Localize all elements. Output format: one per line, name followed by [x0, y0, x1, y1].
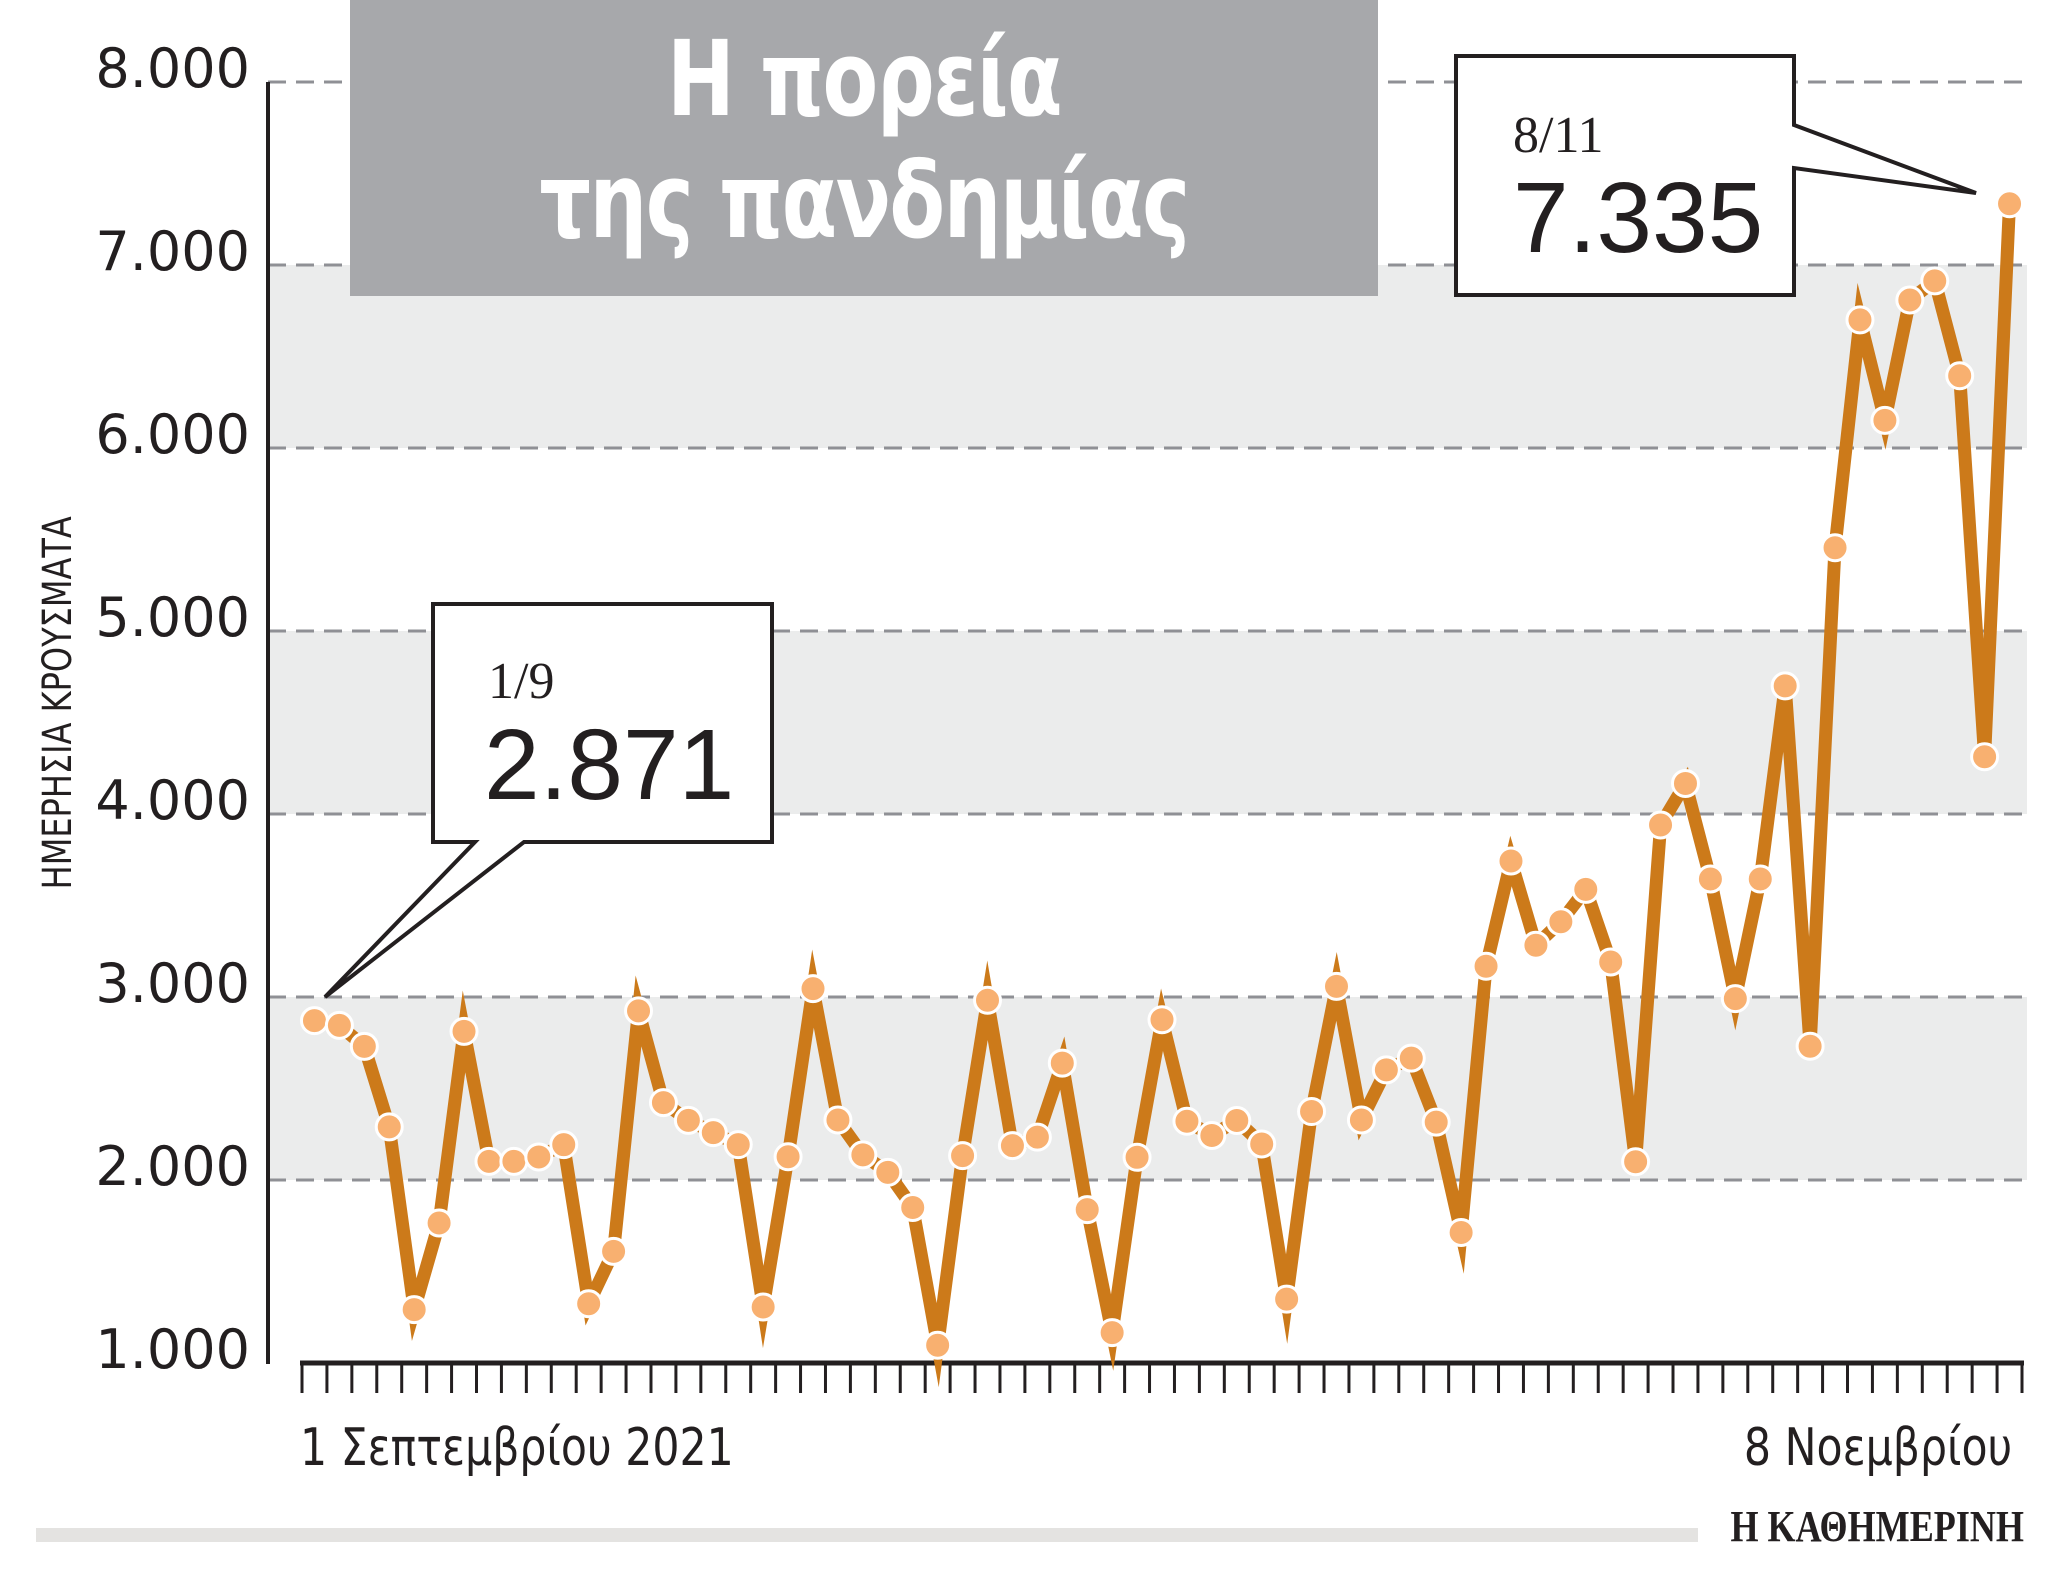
chart-title: Η πορεία της πανδημίας [350, 0, 1378, 296]
callout-2-value: 7.335 [1513, 162, 1764, 274]
data-point [773, 1142, 803, 1172]
callout-1-box [323, 602, 774, 999]
y-tick-label: 5.000 [95, 586, 250, 649]
data-point [1621, 1147, 1651, 1177]
data-point [1870, 405, 1900, 435]
y-tick-label: 4.000 [95, 769, 250, 832]
data-point [499, 1146, 529, 1176]
data-point [798, 974, 828, 1004]
x-axis-end-label: 8 Νοεμβρίου [1685, 1418, 2012, 1478]
y-tick-label: 7.000 [95, 220, 250, 283]
data-point [1471, 951, 1501, 981]
data-point [1546, 907, 1576, 937]
data-point [748, 1292, 778, 1322]
y-tick-label: 2.000 [95, 1135, 250, 1198]
data-point [1820, 533, 1850, 563]
data-point [673, 1105, 703, 1135]
brand-text: Η ΚΑΘΗΜΕΡΙΝΗ [1730, 1502, 2024, 1551]
data-point [648, 1088, 678, 1118]
data-point [1072, 1195, 1102, 1225]
data-point [1596, 947, 1626, 977]
brand-logo: Η ΚΑΘΗΜΕΡΙΝΗ [1666, 1505, 2024, 1549]
data-point [324, 1010, 354, 1040]
data-point [624, 996, 654, 1026]
data-point [524, 1142, 554, 1172]
data-point [549, 1130, 579, 1160]
callout-2-box [1454, 54, 1977, 297]
data-point [449, 1016, 479, 1046]
data-point [873, 1157, 903, 1187]
data-point [1346, 1105, 1376, 1135]
data-point [424, 1208, 454, 1238]
data-point [1895, 285, 1925, 315]
data-point [1321, 971, 1351, 1001]
data-point [1247, 1129, 1277, 1159]
data-point [1197, 1121, 1227, 1151]
data-point [1670, 768, 1700, 798]
data-point [349, 1031, 379, 1061]
data-point [299, 1006, 329, 1036]
data-point [723, 1130, 753, 1160]
data-point [599, 1236, 629, 1266]
chart-title-line2: της πανδημίας [539, 140, 1190, 262]
data-point [823, 1105, 853, 1135]
data-point [374, 1112, 404, 1142]
data-point [1995, 189, 2025, 219]
data-point [1097, 1318, 1127, 1348]
data-point [1446, 1218, 1476, 1248]
data-point [1022, 1122, 1052, 1152]
data-point [1222, 1106, 1252, 1136]
data-point [898, 1192, 928, 1222]
callout-2-date: 8/11 [1513, 107, 1604, 164]
y-tick-label: 8.000 [95, 37, 250, 100]
data-point [1147, 1005, 1177, 1035]
x-axis-end-text: 8 Νοεμβρίου [1743, 1418, 2012, 1478]
data-point [923, 1330, 953, 1360]
data-point [1047, 1048, 1077, 1078]
data-point [1970, 742, 2000, 772]
data-point [399, 1295, 429, 1325]
data-point [474, 1146, 504, 1176]
data-point [1745, 864, 1775, 894]
data-point [1496, 846, 1526, 876]
y-axis-title: ΗΜΕΡΗΣΙΑ ΚΡΟΥΣΜΑΤΑ [35, 443, 81, 963]
y-tick-label: 6.000 [95, 403, 250, 466]
x-axis [300, 1360, 2024, 1393]
x-axis-start-text: 1 Σεπτεμβρίου 2021 [300, 1418, 734, 1478]
data-point [1695, 864, 1725, 894]
data-point [1521, 930, 1551, 960]
callout-1-value: 2.871 [484, 709, 735, 821]
data-point [1770, 671, 1800, 701]
data-point [1795, 1031, 1825, 1061]
data-point [973, 985, 1003, 1015]
data-point [698, 1118, 728, 1148]
data-point [1172, 1106, 1202, 1136]
data-point [1272, 1284, 1302, 1314]
data-point [1646, 810, 1676, 840]
data-point [1845, 305, 1875, 335]
data-point [1371, 1055, 1401, 1085]
data-point [848, 1140, 878, 1170]
y-tick-label: 1.000 [95, 1318, 250, 1381]
data-point [997, 1131, 1027, 1161]
data-point [574, 1289, 604, 1319]
data-series [299, 189, 2025, 1388]
data-point [1421, 1107, 1451, 1137]
data-point [1297, 1097, 1327, 1127]
y-axis-title-text: ΗΜΕΡΗΣΙΑ ΚΡΟΥΣΜΑΤΑ [35, 516, 81, 890]
chart-title-line1: Η πορεία [666, 18, 1063, 140]
y-tick-label: 3.000 [95, 952, 250, 1015]
data-point [1571, 874, 1601, 904]
footer-bar [36, 1528, 1698, 1542]
data-point [948, 1141, 978, 1171]
callout-1-date: 1/9 [488, 653, 555, 710]
x-axis-start-label: 1 Σεπτεμβρίου 2021 [300, 1418, 829, 1478]
data-point [1720, 984, 1750, 1014]
data-point [1920, 266, 1950, 296]
data-point [1122, 1142, 1152, 1172]
data-point [1396, 1043, 1426, 1073]
data-point [1945, 361, 1975, 391]
